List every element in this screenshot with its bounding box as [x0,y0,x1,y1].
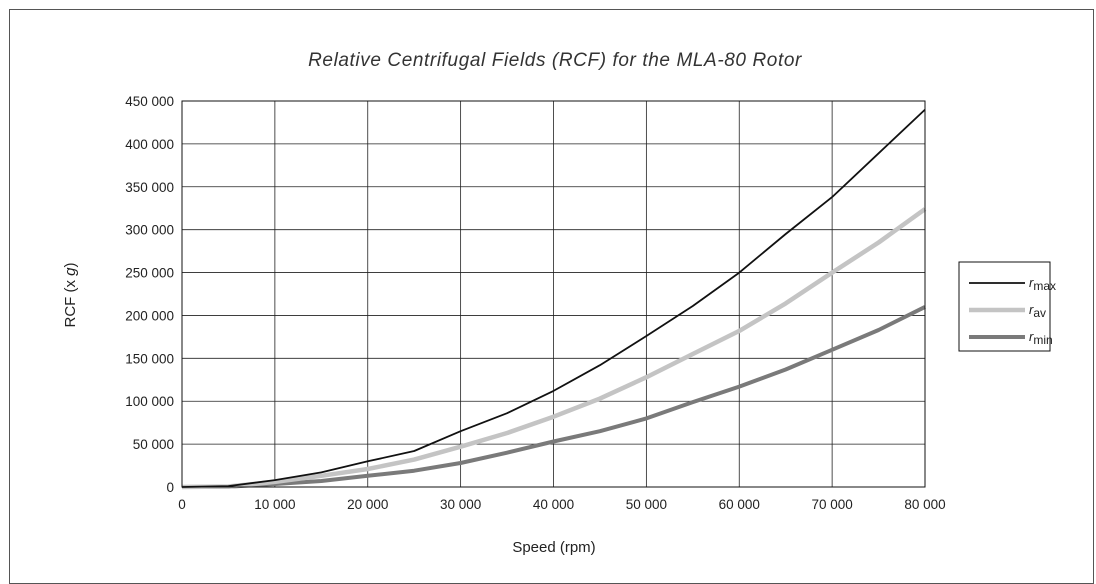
x-tick-label: 10 000 [254,497,295,512]
legend: rmax rav rmin [958,261,1056,352]
x-tick-label: 0 [178,497,186,512]
y-axis-label-g: g [62,267,79,276]
chart-title: Relative Centrifugal Fields (RCF) for th… [308,50,802,71]
y-axis-label-end: ) [62,262,79,267]
legend-label-rav: rav [1029,302,1046,320]
y-tick-label: 100 000 [125,394,174,409]
x-tick-labels: 0 10 000 20 000 30 000 40 000 50 000 60 000 70 … [178,497,945,512]
x-tick-label: 60 000 [719,497,760,512]
series-lines [181,108,927,490]
rcf-chart: Relative Centrifugal Fields (RCF) for th… [62,50,1056,556]
legend-label-rmax: rmax [1029,275,1056,293]
legend-label-rmin: rmin [1029,329,1053,347]
y-tick-label: 250 000 [125,266,174,281]
x-tick-label: 40 000 [533,497,574,512]
y-axis-label-main: RCF (x [62,276,79,328]
y-tick-label: 0 [166,480,174,495]
y-tick-label: 400 000 [125,137,174,152]
series-line-rmin [181,305,926,489]
x-tick-label: 30 000 [440,497,481,512]
y-tick-labels: 0 50 000 100 000 150 000 200 000 250 000 300 0… [125,94,174,495]
x-tick-label: 50 000 [626,497,667,512]
y-tick-label: 300 000 [125,223,174,238]
y-tick-label: 450 000 [125,94,174,109]
plot-border [181,100,926,488]
x-tick-label: 70 000 [811,497,852,512]
y-tick-label: 350 000 [125,180,174,195]
y-tick-label: 50 000 [133,437,174,452]
y-axis-label: RCF (x g) [62,262,79,327]
y-tick-label: 150 000 [125,351,174,366]
series-line-rav [181,207,927,490]
y-tick-label: 200 000 [125,308,174,323]
x-axis-label: Speed (rpm) [512,539,595,556]
grid [181,100,926,488]
series-line-rmax [181,108,926,488]
x-tick-label: 80 000 [904,497,945,512]
x-tick-label: 20 000 [347,497,388,512]
